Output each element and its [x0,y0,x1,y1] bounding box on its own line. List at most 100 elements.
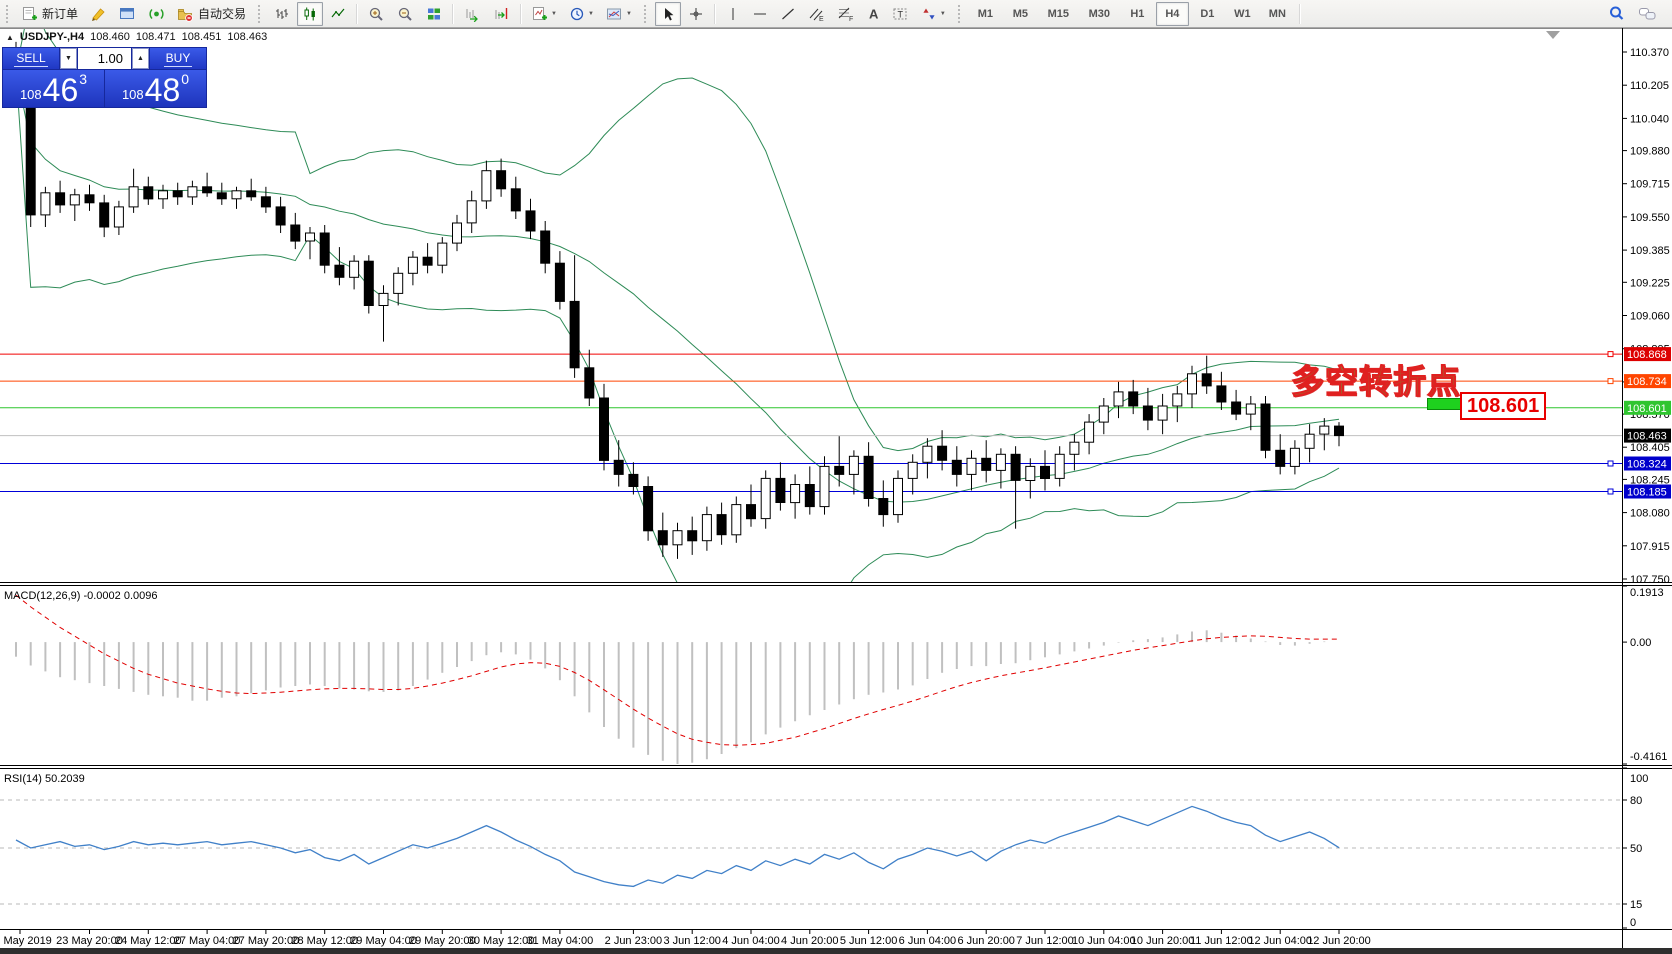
time-tick-label: 27 May 04:00 [174,935,241,947]
chart-area[interactable]: 110.370 110.205 110.040 109.880 109.715 109.5… [0,28,1672,954]
zoom-in-button[interactable] [363,2,390,26]
candlestick-chart-button[interactable] [297,1,324,26]
window-bottom-edge [0,948,1672,954]
market-watch-button[interactable] [114,2,141,26]
toolbar-grip[interactable] [6,4,11,23]
templates-button[interactable]: ▼ [601,2,637,26]
price-tick-label: 110.370 [1630,47,1669,59]
time-tick-label: 31 May 04:00 [527,935,594,947]
fibonacci-icon: F [838,7,853,22]
time-tick-label: 24 May 12:00 [115,935,182,947]
volume-up-button[interactable]: ▲ [132,48,149,69]
signals-button[interactable] [143,2,170,26]
price-level-label: 108.185 [1627,487,1667,499]
toolbar-separator [452,3,455,24]
toolbar-grip[interactable] [643,4,649,23]
time-tick-label: 3 Jun 12:00 [663,935,721,947]
horizontal-line-icon [753,13,766,14]
tile-windows-icon [428,8,441,19]
time-tick-label: 5 Jun 12:00 [840,935,898,947]
ohlc-low: 108.451 [181,31,222,43]
trendline-button[interactable] [775,2,801,26]
price-tick-label: 110.205 [1630,80,1669,92]
rsi-label: RSI(14) 50.2039 [4,773,85,785]
crosshair-icon [689,7,702,20]
horizontal-line-button[interactable] [747,2,773,26]
tile-windows-button[interactable] [421,2,447,26]
autotrading-button[interactable]: 自动交易 [172,2,251,26]
price-tick-label: 108.245 [1630,474,1670,486]
time-tick-label: 30 May 12:00 [468,935,535,947]
arrows-button[interactable]: ▼ [916,2,951,26]
auto-scroll-button[interactable] [459,2,486,26]
ohlc-high: 108.471 [135,31,176,43]
timeframe-mn[interactable]: MN [1268,7,1286,20]
timeframe-m5[interactable]: M5 [1012,7,1028,20]
zoom-out-icon [398,7,412,21]
cursor-button[interactable] [654,1,681,26]
timeframe-m1[interactable]: M1 [977,7,993,20]
text-button[interactable]: A [861,2,885,26]
candlestick-icon [304,7,315,20]
dropdown-arrow-icon: ▼ [551,10,557,17]
buy-button[interactable]: BUY [150,48,206,69]
toolbar-grip[interactable] [957,4,963,23]
toolbar-separator [713,3,716,24]
collapse-arrow-icon[interactable]: ▲ [6,32,14,42]
candles-layer [11,41,1344,559]
toolbar-grip[interactable] [258,4,263,23]
channel-button[interactable]: E [803,2,830,26]
chart-annotation-text[interactable]: 多空转折点 [1290,362,1461,400]
dropdown-arrow-icon: ▼ [625,10,632,17]
price-level-label: 108.868 [1627,349,1667,361]
volume-down-button[interactable]: ▼ [60,48,77,69]
styler-button[interactable] [85,2,112,26]
indicators-button[interactable]: ▼ [527,2,562,26]
time-tick-label: 28 May 12:00 [291,935,358,947]
periods-button[interactable]: ▼ [564,2,599,26]
price-tick-label: 107.915 [1630,541,1670,553]
price-tag-label[interactable]: 108.601 [1460,392,1547,420]
macd-axis-label: 0.00 [1630,637,1651,649]
timeframe-m15[interactable]: M15 [1047,7,1070,20]
timeframe-m30[interactable]: M30 [1088,7,1111,20]
trendline-icon [781,8,794,19]
dropdown-arrow-icon: ▼ [587,10,594,17]
timeframe-h1[interactable]: H1 [1130,7,1145,20]
price-tick-label: 108.080 [1630,508,1670,520]
rsi-axis-label: 0 [1630,917,1636,929]
timeframe-d1[interactable]: D1 [1200,7,1215,20]
vertical-line-button[interactable] [721,2,745,26]
price-tick-label: 109.715 [1630,179,1670,191]
zoom-out-button[interactable] [392,2,419,26]
new-order-button[interactable]: 新订单 [17,2,83,26]
time-tick-label: 29 May 20:00 [409,935,476,947]
bar-chart-button[interactable] [269,2,295,26]
line-chart-button[interactable] [325,2,351,26]
chat-button[interactable] [1633,2,1663,26]
timeframe-h4[interactable]: H4 [1155,1,1189,26]
arrows-icon [923,8,935,19]
chart-shift-button[interactable] [488,2,515,26]
horizontal-lines[interactable] [0,351,1622,495]
price-tick-label: 109.385 [1630,245,1670,257]
autotrading-label: 自动交易 [198,7,247,21]
time-tick-label: 10 Jun 20:00 [1131,935,1195,947]
timeframe-w1[interactable]: W1 [1234,7,1251,20]
green-level-swatch[interactable] [1427,398,1461,410]
crayon-icon [92,7,105,21]
buy-price[interactable]: 108 48 0 [105,70,206,107]
crosshair-button[interactable] [683,2,709,26]
search-button[interactable] [1603,2,1631,26]
chart-shift-marker[interactable] [1546,31,1560,39]
sell-price[interactable]: 108 46 3 [3,70,104,107]
sell-button[interactable]: SELL [3,48,59,69]
one-click-trading-panel: SELL ▼ 1.00 ▲ BUY 108 46 3 108 48 0 [2,47,207,108]
text-label-button[interactable]: T [887,2,914,26]
macd-axis-label: 0.1913 [1630,587,1664,599]
channel-icon: E [809,8,824,22]
volume-input[interactable]: 1.00 [78,48,131,69]
fibonacci-button[interactable]: F [832,2,859,26]
